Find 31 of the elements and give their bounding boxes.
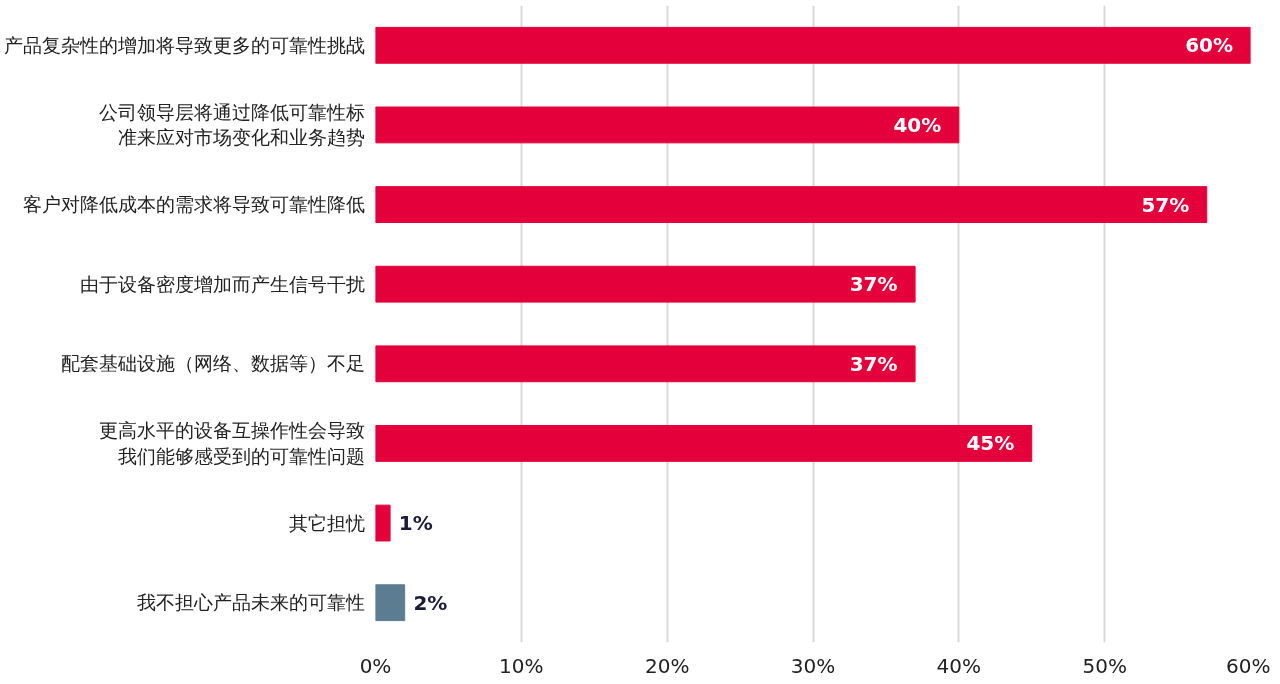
bar: [375, 504, 391, 542]
data-label: 45%: [966, 431, 1015, 456]
x-tick-label: 10%: [499, 653, 544, 678]
x-tick-label: 0%: [359, 653, 392, 678]
bar: [375, 425, 1033, 462]
x-tick-label: 60%: [1226, 653, 1271, 678]
bar: [375, 345, 916, 383]
y-tick-label: 其它担忧: [288, 512, 365, 534]
data-label: 40%: [893, 112, 942, 137]
y-tick-label: 由于设备密度增加而产生信号干扰: [79, 273, 365, 295]
data-label: 37%: [849, 272, 898, 297]
y-tick-label: 配套基础设施（网络、数据等）不足: [60, 353, 365, 375]
data-label: 57%: [1141, 192, 1190, 217]
x-tick-label: 30%: [790, 653, 836, 678]
bar: [375, 584, 406, 622]
data-label: 60%: [1185, 33, 1233, 58]
y-tick-label: 客户对降低成本的需求将导致可靠性降低: [22, 194, 365, 216]
bar: [375, 106, 960, 144]
data-label: 2%: [413, 590, 448, 615]
data-label: 1%: [398, 511, 433, 536]
y-tick-label: 更高水平的设备互操作性会导致我们能够感受到的可靠性问题: [98, 420, 365, 467]
y-tick-label: 产品复杂性的增加将导致更多的可靠性挑战: [3, 34, 365, 56]
bar: [375, 186, 1208, 223]
x-tick-label: 50%: [1082, 653, 1127, 678]
x-tick-label: 40%: [936, 653, 982, 678]
bar: [375, 265, 916, 303]
data-label: 37%: [849, 351, 898, 376]
y-tick-label: 公司领导层将通过降低可靠性标准来应对市场变化和业务趋势: [98, 101, 365, 149]
bar: [375, 26, 1251, 64]
x-tick-label: 20%: [644, 653, 690, 678]
y-tick-label: 我不担心产品未来的可靠性: [136, 592, 365, 614]
